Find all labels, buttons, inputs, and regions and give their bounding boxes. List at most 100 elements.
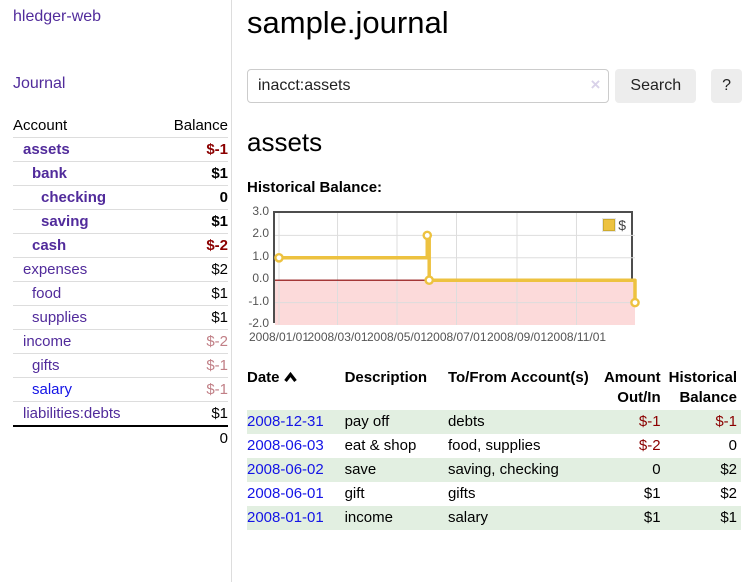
y-axis-tick-label: -1.0 xyxy=(248,293,269,308)
account-link-food[interactable]: food xyxy=(32,285,62,302)
account-row: liabilities:debts $1 xyxy=(13,401,228,426)
account-cell: food xyxy=(13,281,156,306)
x-axis-tick-label: 2008/01/01 xyxy=(248,330,310,344)
transaction-date-cell: 2008-12-31 xyxy=(247,410,345,434)
register-header-date-label: Date xyxy=(247,369,280,386)
y-axis-tick-label: -2.0 xyxy=(248,316,269,330)
transaction-balance: 0 xyxy=(728,437,737,454)
account-cell: gifts xyxy=(13,353,156,378)
account-cell: checking xyxy=(13,185,156,210)
transaction-accounts: food, supplies xyxy=(447,437,541,454)
historical-balance-chart: $ 3.0 2.0 1.0 0.0 -1.0 -2.0 2008/01/01 2008/03/… xyxy=(247,204,742,353)
transaction-balance: $2 xyxy=(720,461,737,478)
account-balance: $-1 xyxy=(155,377,228,402)
account-row: expenses $2 xyxy=(13,257,228,282)
transaction-description: income xyxy=(344,509,393,526)
account-link-gifts[interactable]: gifts xyxy=(32,357,60,374)
transaction-row: 2008-12-31 pay off debts $-1 $-1 xyxy=(247,410,741,434)
account-link-assets[interactable]: assets xyxy=(23,141,70,158)
transaction-date-cell: 2008-06-03 xyxy=(247,434,345,458)
transaction-amount: $-2 xyxy=(638,437,661,454)
accounts-header-balance: Balance xyxy=(173,117,228,134)
sort-ascending-icon xyxy=(283,372,297,382)
x-axis-tick-label: 2008/07/01 xyxy=(426,330,487,344)
account-balance: $1 xyxy=(155,401,228,426)
transaction-date-link[interactable]: 2008-06-03 xyxy=(247,437,324,454)
transaction-date-link[interactable]: 2008-12-31 xyxy=(247,413,324,430)
account-cell: income xyxy=(13,329,156,354)
chart-plot-area[interactable]: $ xyxy=(273,211,640,325)
transaction-row: 2008-01-01 income salary $1 $1 xyxy=(247,506,741,530)
account-row: cash $-2 xyxy=(13,233,228,258)
help-button[interactable]: ? xyxy=(711,69,742,103)
account-link-bank[interactable]: bank xyxy=(32,165,68,182)
page-title: sample.journal xyxy=(247,5,449,40)
accounts-table: Account Balance assets $-1 bank $1 checking 0… xyxy=(13,114,228,450)
app-title-link[interactable]: hledger-web xyxy=(13,8,102,25)
account-link-expenses[interactable]: expenses xyxy=(23,261,88,278)
transaction-description: save xyxy=(344,461,377,478)
sidebar-divider xyxy=(231,0,232,582)
account-cell: salary xyxy=(13,377,156,402)
search-input[interactable] xyxy=(247,69,610,103)
journal-link[interactable]: Journal xyxy=(13,75,66,92)
account-balance: $1 xyxy=(155,161,228,186)
account-link-checking[interactable]: checking xyxy=(41,189,107,206)
y-axis-tick-label: 2.0 xyxy=(252,226,269,241)
register-header-date: Date xyxy=(247,366,345,410)
transaction-date-link[interactable]: 2008-06-01 xyxy=(247,485,324,502)
register-header-balance: Historical Balance xyxy=(668,369,737,406)
register-header-description: Description xyxy=(344,369,428,386)
chart-legend: $ xyxy=(601,216,628,234)
transaction-row: 2008-06-01 gift gifts $1 $2 xyxy=(247,482,741,506)
transaction-row: 2008-06-02 save saving, checking 0 $2 xyxy=(247,458,741,482)
transaction-balance: $2 xyxy=(720,485,737,502)
transaction-date-cell: 2008-06-01 xyxy=(247,482,345,506)
account-link-saving[interactable]: saving xyxy=(41,213,89,230)
account-link-cash[interactable]: cash xyxy=(32,237,67,254)
account-link-salary[interactable]: salary xyxy=(32,381,73,398)
accounts-total-balance: 0 xyxy=(155,425,228,450)
x-axis-tick-label: 2008/11/01 xyxy=(546,330,607,344)
account-heading: assets xyxy=(247,127,323,157)
transaction-date-cell: 2008-06-02 xyxy=(247,458,345,482)
transaction-date-cell: 2008-01-01 xyxy=(247,506,345,530)
register-header-accounts: To/From Account(s) xyxy=(447,369,589,386)
transaction-amount: 0 xyxy=(652,461,661,478)
account-link-liabilities-debts[interactable]: liabilities:debts xyxy=(23,405,121,422)
transaction-date-link[interactable]: 2008-06-02 xyxy=(247,461,324,478)
search-button[interactable]: Search xyxy=(615,69,697,103)
transaction-accounts: saving, checking xyxy=(447,461,559,478)
register-header-amount: Amount Out/In xyxy=(603,369,661,406)
register-header-row: Date Description To/From Account(s) Amou… xyxy=(247,366,741,410)
account-link-supplies[interactable]: supplies xyxy=(32,309,88,326)
search-box: × xyxy=(247,69,610,103)
account-balance: $-2 xyxy=(155,329,228,354)
account-row: assets $-1 xyxy=(13,137,228,162)
transaction-description: eat & shop xyxy=(344,437,417,454)
chart-canvas xyxy=(274,213,640,325)
accounts-header-account: Account xyxy=(13,117,68,134)
account-cell: liabilities:debts xyxy=(13,401,156,426)
account-row: saving $1 xyxy=(13,209,228,234)
transaction-date-link[interactable]: 2008-01-01 xyxy=(247,509,324,526)
account-balance: $2 xyxy=(155,257,228,282)
account-balance: $1 xyxy=(155,305,228,330)
account-row: checking 0 xyxy=(13,185,228,210)
account-balance: $-2 xyxy=(155,233,228,258)
y-axis-tick-label: 3.0 xyxy=(252,204,269,218)
account-cell: assets xyxy=(13,137,156,162)
main-content: sample.journal × Search ? assets Histori… xyxy=(247,0,742,530)
account-balance: $1 xyxy=(155,281,228,306)
account-link-income[interactable]: income xyxy=(23,333,72,350)
register-table: Date Description To/From Account(s) Amou… xyxy=(247,366,741,530)
transaction-accounts: gifts xyxy=(447,485,476,502)
transaction-accounts: debts xyxy=(447,413,485,430)
chart-title: Historical Balance: xyxy=(247,179,383,196)
account-balance: $1 xyxy=(155,209,228,234)
account-cell: bank xyxy=(13,161,156,186)
search-form: × Search ? xyxy=(247,69,742,103)
clear-search-icon[interactable]: × xyxy=(590,75,601,94)
accounts-total-row: 0 xyxy=(13,425,228,450)
transaction-amount: $1 xyxy=(643,485,661,502)
